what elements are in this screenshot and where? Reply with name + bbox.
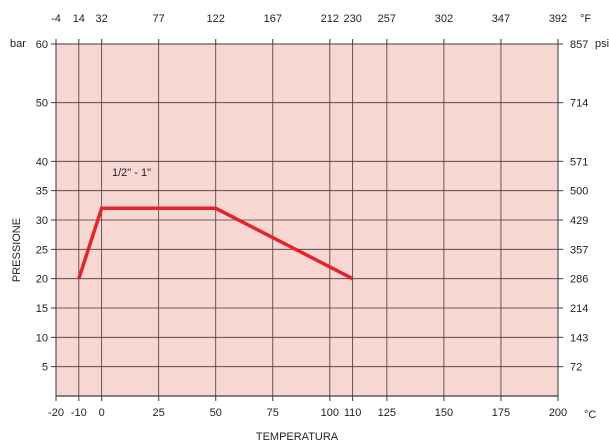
- y2-tick-label: 357: [570, 244, 588, 256]
- y2-tick-label: 72: [570, 362, 582, 374]
- grid-lines: [56, 44, 558, 396]
- x2-tick-label: 122: [207, 13, 225, 25]
- x2-tick-label: 302: [435, 13, 453, 25]
- tick-labels: -20 -4 -10 14 0 32 25 77 50 122 75 167 100 212 110 230 1…: [36, 13, 589, 419]
- x2-tick-label: 257: [378, 13, 396, 25]
- y-unit-label: bar: [10, 38, 26, 50]
- x-tick-label: 75: [267, 407, 279, 419]
- series-line: [77, 206, 354, 281]
- y2-tick-label: 714: [570, 98, 588, 110]
- x-axis-title: TEMPERATURA: [256, 431, 339, 443]
- x2-tick-label: 230: [343, 13, 361, 25]
- y2-tick-label: 214: [570, 303, 588, 315]
- y-tick-label: 20: [36, 274, 48, 286]
- x2-tick-label: 14: [73, 13, 85, 25]
- y-tick-label: 35: [36, 186, 48, 198]
- x-tick-label: 110: [344, 407, 362, 419]
- x2-tick-label: -4: [51, 13, 61, 25]
- x2-tick-label: 212: [321, 13, 339, 25]
- y-tick-label: 5: [42, 362, 48, 374]
- y2-tick-label: 143: [570, 332, 588, 344]
- y2-tick-label: 429: [570, 215, 588, 227]
- x2-tick-label: 167: [264, 13, 282, 25]
- x-tick-label: 150: [435, 407, 453, 419]
- y-tick-label: 15: [36, 303, 48, 315]
- x2-tick-label: 392: [549, 13, 567, 25]
- y-tick-label: 10: [36, 332, 48, 344]
- x-tick-label: 175: [492, 407, 510, 419]
- y2-tick-label: 857: [570, 39, 588, 51]
- y2-unit-label: psi: [595, 38, 609, 50]
- x-unit-label: °C: [584, 409, 596, 421]
- x-tick-label: 50: [210, 407, 222, 419]
- x-tick-label: 0: [99, 407, 105, 419]
- series-group: [77, 206, 354, 281]
- y-tick-label: 50: [36, 98, 48, 110]
- x-tick-label: 200: [549, 407, 567, 419]
- y-tick-label: 60: [36, 39, 48, 51]
- y2-tick-label: 286: [570, 274, 588, 286]
- x-tick-label: -10: [71, 407, 87, 419]
- y2-tick-label: 500: [570, 186, 588, 198]
- x2-tick-label: 32: [96, 13, 108, 25]
- x-tick-label: 125: [378, 407, 396, 419]
- x-tick-label: -20: [48, 407, 64, 419]
- x2-unit-label: °F: [580, 13, 591, 25]
- x-tick-label: 25: [153, 407, 165, 419]
- x2-tick-label: 77: [153, 13, 165, 25]
- y2-tick-label: 571: [570, 156, 588, 168]
- y-tick-label: 25: [36, 244, 48, 256]
- y-tick-label: 30: [36, 215, 48, 227]
- y-axis-title: PRESSIONE: [11, 218, 23, 282]
- series-label: 1/2" - 1": [112, 167, 151, 179]
- y-tick-label: 40: [36, 156, 48, 168]
- x-tick-label: 100: [321, 407, 339, 419]
- x2-tick-label: 347: [492, 13, 510, 25]
- axes: [51, 39, 563, 401]
